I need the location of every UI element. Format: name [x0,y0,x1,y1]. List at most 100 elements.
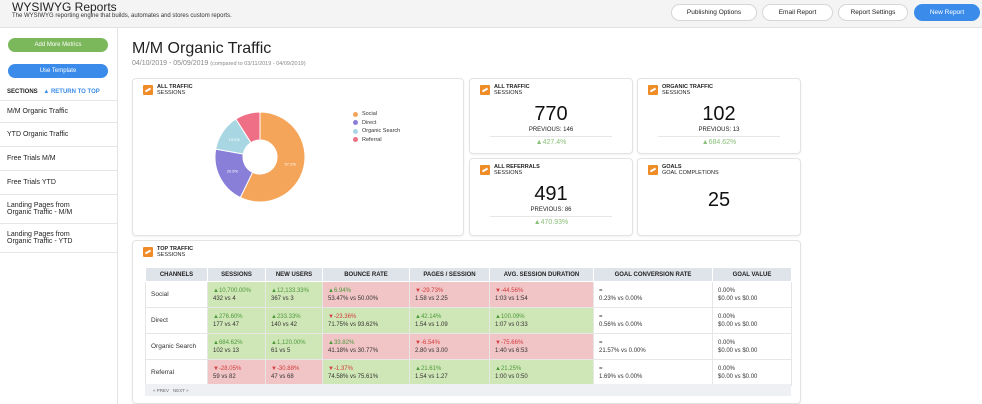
metric-change: ▼-29.73% [415,287,444,294]
card-title: ALL TRAFFIC [494,84,530,90]
publishing-options-button[interactable]: Publishing Options [671,4,757,21]
metric-cell-avg-session-duration: ▼-44.56% 1:03 vs 1:54 [489,281,594,308]
channel-cell: Social [145,281,208,308]
date-range-current: 04/10/2019 - 05/09/2019 [132,60,209,67]
donut-chart: 57.2% 20.6% 13.2% [214,111,306,203]
sidebar-item-free-trials-ytd[interactable]: Free Trials YTD [0,171,117,195]
sections-header: SECTIONS ▲ RETURN TO TOP [7,89,100,95]
sidebar-item-free-trials-mm[interactable]: Free Trials M/M [0,147,117,171]
metric-cell-goal-value: 0.00% $0.00 vs $0.00 [712,359,792,386]
pie-slice-label: 20.6% [227,169,239,174]
report-chart-icon [143,247,153,257]
app-title: WYSIWYG Reports [12,0,117,14]
date-range-compared: (compared to 03/11/2019 - 04/09/2019) [210,61,306,67]
legend-item: Direct [353,120,400,126]
metric-cell-goal-value: 0.00% $0.00 vs $0.00 [712,307,792,334]
metric-comparison: 140 vs 42 [271,321,298,328]
metric-change: ▲10,700.00% [213,287,251,294]
metric-change: ▲21.25% [495,365,522,372]
card-subtitle: SESSIONS [157,90,186,96]
metric-change: ▼-28.05% [213,365,242,372]
metric-delta: ▲470.93% [533,219,569,226]
legend-label: Referral [362,136,382,143]
page-title: M/M Organic Traffic [132,40,272,57]
column-header-sessions: SESSIONS [207,267,266,282]
metric-change: ▼-6.54% [415,339,440,346]
sidebar-item-landing-pages-ytd[interactable]: Landing Pages from Organic Traffic - YTD [0,224,117,253]
app-subtitle: The WYSIWYG reporting engine that builds… [12,13,232,19]
all-referrals-card: ALL REFERRALS SESSIONS 491 PREVIOUS: 86 … [469,158,633,236]
metric-change: = [599,313,603,320]
sidebar-item-mm-organic-traffic[interactable]: M/M Organic Traffic [0,100,117,123]
metric-comparison: 1:07 vs 0:33 [495,321,528,328]
chart-legend: Social Direct Organic Search Referral [353,111,400,145]
metric-comparison: 2.80 vs 3.00 [415,347,448,354]
metric-comparison: 21.57% vs 0.00% [599,347,646,354]
metric-delta: ▲427.4% [535,139,567,146]
metric-comparison: 41.18% vs 30.77% [328,347,379,354]
metric-value: 25 [707,189,731,211]
metric-change: ▼-44.56% [495,287,524,294]
metric-comparison: 47 vs 68 [271,373,294,380]
pie-slice-label: 13.2% [229,137,241,142]
metric-comparison: $0.00 vs $0.00 [718,347,758,354]
column-header-channels: CHANNELS [145,267,208,282]
column-header-bounce-rate: BOUNCE RATE [322,267,410,282]
card-subtitle: GOAL COMPLETIONS [662,170,719,176]
metric-cell-sessions: ▲10,700.00% 432 vs 4 [207,281,266,308]
new-report-button[interactable]: New Report [914,4,980,21]
column-header-new-users: NEW USERS [265,267,323,282]
table-body: Social ▲10,700.00% 432 vs 4 ▲12,133.33% 367 … [145,281,792,386]
sidebar-item-ytd-organic-traffic[interactable]: YTD Organic Traffic [0,123,117,147]
metric-change: 0.00% [718,313,736,320]
sections-label: SECTIONS [7,89,38,95]
report-chart-icon [143,85,153,95]
metric-cell-new-users: ▼-30.88% 47 vs 68 [265,359,323,386]
metric-comparison: 1.54 vs 1.27 [415,373,448,380]
legend-item: Organic Search [353,128,400,134]
report-chart-icon [648,165,658,175]
metric-change: ▲33.82% [328,339,355,346]
table-row: Organic Search ▲684.62% 102 vs 13 ▲1,120.00… [145,333,792,360]
metric-cell-avg-session-duration: ▲100.09% 1:07 vs 0:33 [489,307,594,334]
metric-comparison: 0.23% vs 0.00% [599,295,643,302]
report-settings-button[interactable]: Report Settings [838,4,908,21]
add-more-metrics-button[interactable]: Add More Metrics [8,38,108,52]
table-pager: « PREV NEXT » [145,384,791,396]
prev-page-link[interactable]: « PREV [153,387,170,393]
metric-change: ▲100.09% [495,313,525,320]
divider [658,136,780,137]
metric-cell-bounce-rate: ▼-1.37% 74.58% vs 75.61% [322,359,410,386]
metric-comparison: $0.00 vs $0.00 [718,373,758,380]
sidebar-item-landing-pages-mm[interactable]: Landing Pages from Organic Traffic - M/M [0,195,117,224]
metric-change: 0.00% [718,287,736,294]
email-report-button[interactable]: Email Report [762,4,833,21]
metric-cell-sessions: ▲276.60% 177 vs 47 [207,307,266,334]
top-traffic-card: TOP TRAFFIC SESSIONS CHANNELS SESSIONS NEW… [132,240,801,404]
next-page-link[interactable]: NEXT » [173,387,189,393]
metric-comparison: 1:40 vs 6:53 [495,347,528,354]
card-title: ALL TRAFFIC [157,84,193,90]
legend-swatch [353,120,358,125]
channel-cell: Referral [145,359,208,386]
metric-cell-bounce-rate: ▲33.82% 41.18% vs 30.77% [322,333,410,360]
top-bar: WYSIWYG Reports The WYSIWYG reporting en… [0,0,982,28]
main-content: M/M Organic Traffic 04/10/2019 - 05/09/2… [118,28,982,404]
metric-cell-goal-conversion-rate: = 21.57% vs 0.00% [593,333,713,360]
divider [490,216,612,217]
metric-comparison: 1:00 vs 0:50 [495,373,528,380]
top-traffic-table: CHANNELS SESSIONS NEW USERS BOUNCE RATE PAGE… [145,267,792,386]
metric-value: 491 [534,183,568,205]
metric-cell-pages-per-session: ▲42.14% 1.54 vs 1.09 [409,307,490,334]
metric-cell-pages-per-session: ▼-6.54% 2.80 vs 3.00 [409,333,490,360]
sidebar: Add More Metrics Use Template SECTIONS ▲… [0,28,118,404]
metric-change: ▼-23.36% [328,313,357,320]
metric-change: ▼-1.37% [328,365,353,372]
card-title: ALL REFERRALS [494,164,540,170]
metric-comparison: 367 vs 3 [271,295,294,302]
column-header-pages-per-session: PAGES / SESSION [409,267,490,282]
use-template-button[interactable]: Use Template [8,64,108,78]
legend-item: Social [353,111,400,117]
return-to-top-link[interactable]: ▲ RETURN TO TOP [43,89,100,95]
metric-cell-goal-value: 0.00% $0.00 vs $0.00 [712,281,792,308]
